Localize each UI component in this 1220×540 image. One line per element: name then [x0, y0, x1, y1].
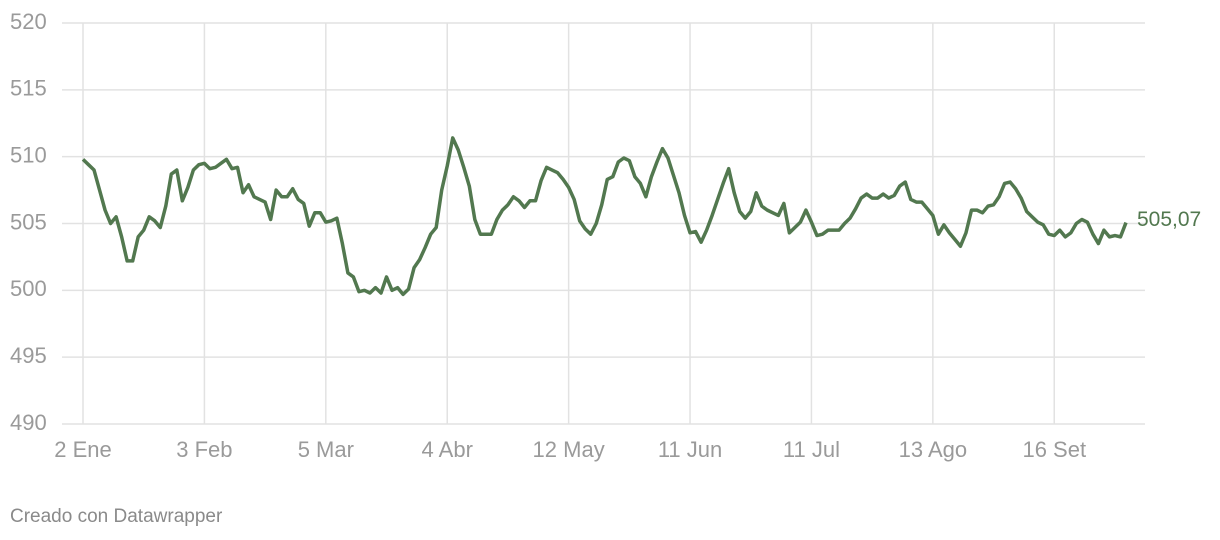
- y-tick-label: 520: [10, 9, 47, 34]
- y-tick-label: 495: [10, 343, 47, 368]
- x-tick-label: 3 Feb: [176, 437, 232, 462]
- y-tick-label: 515: [10, 76, 47, 101]
- x-tick-label: 16 Set: [1022, 437, 1086, 462]
- x-tick-label: 12 May: [533, 437, 605, 462]
- footer: Creado con Datawrapper: [10, 506, 223, 527]
- line: [81, 136, 1128, 297]
- y-tick-label: 510: [10, 142, 47, 167]
- x-tick-label: 5 Mar: [298, 437, 354, 462]
- x-tick-label: 11 Jul: [783, 437, 840, 462]
- y-tick-label: 490: [10, 410, 47, 435]
- value-label: 505,07: [1137, 208, 1201, 231]
- x-tick-label: 13 Ago: [899, 437, 968, 462]
- x-tick-label: 4 Abr: [422, 437, 473, 462]
- x-tick-label: 11 Jun: [658, 437, 722, 462]
- y-tick-label: 505: [10, 209, 47, 234]
- x-tick-label: 2 Ene: [54, 437, 112, 462]
- y-tick-label: 500: [10, 276, 47, 301]
